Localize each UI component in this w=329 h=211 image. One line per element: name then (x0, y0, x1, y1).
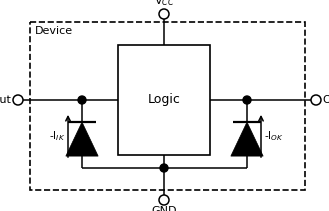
Text: -I$_{IK}$: -I$_{IK}$ (49, 129, 65, 143)
Text: V$_{CC}$: V$_{CC}$ (154, 0, 174, 8)
Polygon shape (231, 122, 263, 156)
Circle shape (159, 195, 169, 205)
Circle shape (13, 95, 23, 105)
Circle shape (159, 9, 169, 19)
Circle shape (160, 164, 168, 172)
FancyBboxPatch shape (118, 45, 210, 155)
Text: Logic: Logic (148, 93, 180, 107)
Text: Device: Device (35, 26, 73, 36)
Text: GND: GND (151, 206, 177, 211)
Text: Input: Input (0, 95, 12, 105)
Circle shape (78, 96, 86, 104)
Polygon shape (66, 122, 98, 156)
Text: -I$_{OK}$: -I$_{OK}$ (264, 129, 284, 143)
Text: Output: Output (322, 95, 329, 105)
Circle shape (311, 95, 321, 105)
Circle shape (243, 96, 251, 104)
